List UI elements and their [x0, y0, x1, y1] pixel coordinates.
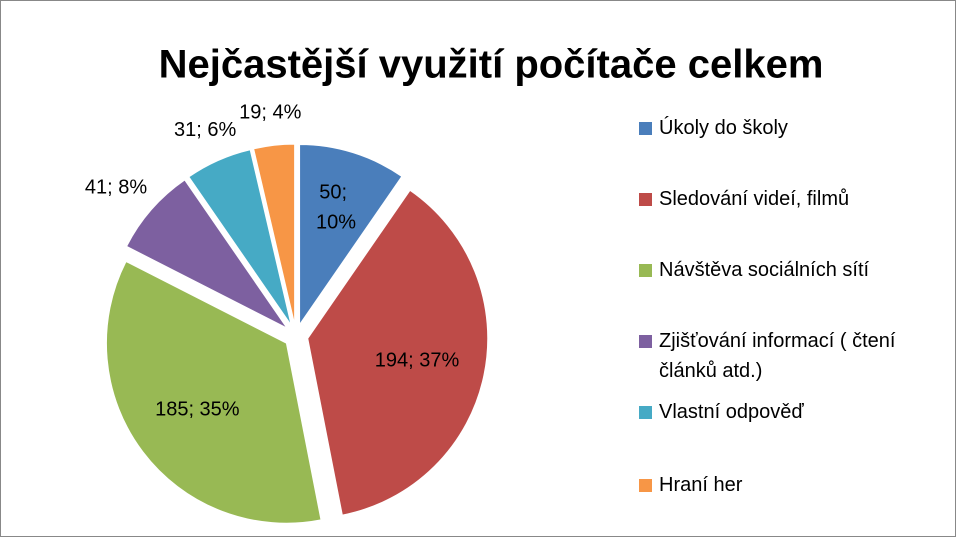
- data-label-line: 50;: [319, 182, 352, 204]
- legend-item: Vlastní odpověď: [637, 397, 949, 427]
- data-label: 31; 6%: [174, 119, 236, 141]
- data-label: 194; 37%: [375, 349, 460, 371]
- legend-item: Zjišťování informací ( čtení článků atd.…: [637, 326, 949, 386]
- legend-label: Zjišťování informací ( čtení článků atd.…: [659, 330, 896, 382]
- legend-label: Hraní her: [659, 474, 743, 496]
- legend-swatch: [639, 122, 652, 135]
- legend-label: Sledování videí, filmů: [659, 188, 850, 210]
- pie-slice: [253, 143, 296, 325]
- legend-label: Vlastní odpověď: [659, 401, 804, 423]
- legend-swatch: [639, 406, 652, 419]
- data-label-line: 10%: [316, 212, 356, 234]
- pie-slice: [188, 149, 292, 326]
- legend-item: Úkoly do školy: [637, 113, 949, 143]
- chart-title: Nejčastější využití počítače celkem: [159, 43, 824, 87]
- legend-item: Návštěva sociálních sítí: [637, 255, 949, 285]
- pie-slice: [105, 260, 322, 524]
- legend-swatch: [639, 335, 652, 348]
- legend-label: Návštěva sociálních sítí: [659, 259, 870, 281]
- pie-slice: [299, 144, 403, 327]
- data-label: 19; 4%: [239, 101, 301, 123]
- legend-swatch: [639, 479, 652, 492]
- pie-slice: [125, 179, 288, 329]
- legend-swatch: [639, 264, 652, 277]
- data-label: 41; 8%: [85, 176, 147, 198]
- legend-label: Úkoly do školy: [659, 117, 788, 139]
- data-label: 185; 35%: [155, 399, 240, 421]
- pie-slice: [307, 189, 489, 516]
- data-label: 50; 10%: [316, 182, 356, 234]
- legend-item: Hraní her: [637, 470, 949, 500]
- legend-swatch: [639, 193, 652, 206]
- legend-item: Sledování videí, filmů: [637, 184, 949, 214]
